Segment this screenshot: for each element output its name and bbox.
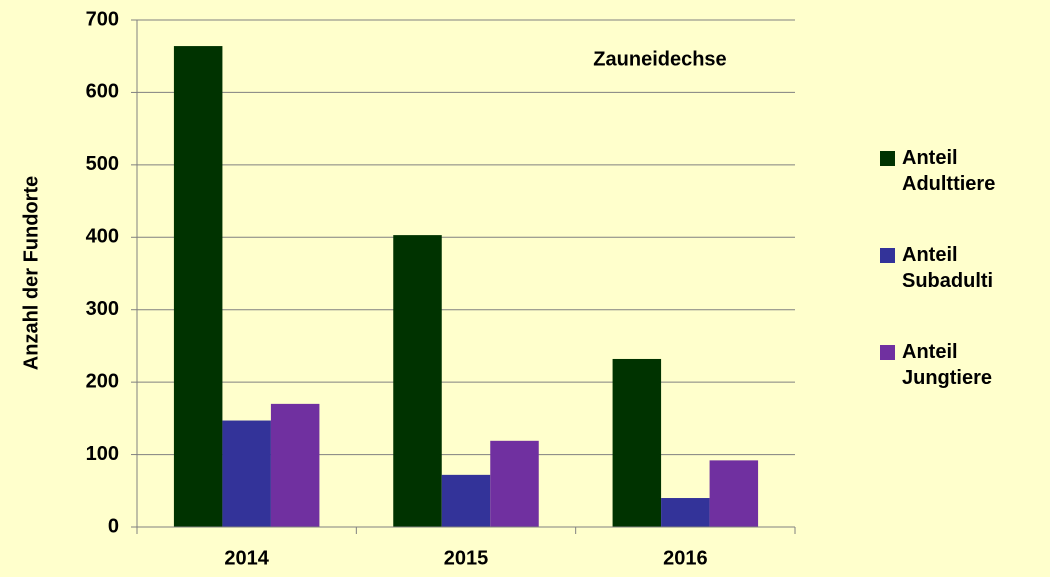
bar: [441, 474, 491, 527]
bar: [709, 460, 759, 527]
bar: [393, 235, 442, 527]
legend-swatch: [880, 345, 895, 360]
y-tick-label: 400: [86, 226, 119, 248]
legend-entry: Anteil Subadulti: [880, 242, 1050, 294]
legend-entry: Anteil Adulttiere: [880, 145, 1050, 197]
legend-swatch: [880, 248, 895, 263]
y-tick-label: 0: [108, 515, 119, 537]
y-tick-label: 100: [86, 443, 119, 465]
y-tick-label: 300: [86, 298, 119, 320]
y-tick-label: 500: [86, 153, 119, 175]
x-tick-label: 2014: [224, 547, 269, 569]
bar: [270, 403, 320, 527]
y-tick-label: 200: [86, 370, 119, 392]
bar: [490, 440, 539, 527]
bar: [612, 358, 662, 527]
bar: [222, 420, 271, 527]
legend-swatch: [880, 151, 895, 166]
y-tick-label: 600: [86, 81, 119, 103]
x-tick-label: 2016: [663, 547, 708, 569]
annotation: Zauneidechse: [593, 48, 726, 70]
legend-entry: Anteil Jungtiere: [880, 339, 1050, 391]
y-tick-label: 700: [86, 8, 119, 30]
bar: [173, 46, 223, 528]
legend-label: Anteil Jungtiere: [902, 341, 993, 389]
bar: [661, 498, 710, 527]
legend-label: Anteil Adulttiere: [902, 147, 996, 195]
x-tick-label: 2015: [444, 547, 489, 569]
legend-label: Anteil Subadulti: [902, 244, 994, 292]
y-axis-label: Anzahl der Fundorte: [20, 176, 42, 370]
